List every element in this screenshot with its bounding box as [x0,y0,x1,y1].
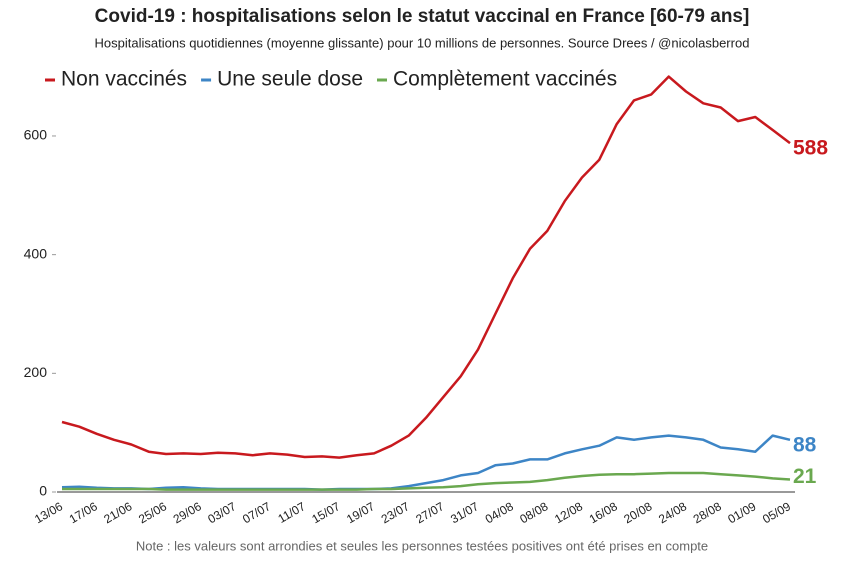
x-tick-label: 21/06 [101,499,134,526]
legend-label: Non vaccinés [61,68,187,91]
x-tick-label: 17/06 [67,499,100,526]
legend-label: Une seule dose [217,68,363,91]
x-tick-label: 25/06 [136,499,169,526]
x-tick-label: 03/07 [205,499,238,526]
y-tick-label: 200 [24,364,48,380]
y-tick-label: 600 [24,127,48,143]
x-tick-label: 16/08 [587,499,620,526]
y-tick-label: 0 [39,483,47,499]
x-tick-label: 13/06 [32,499,65,526]
series-line [61,75,791,459]
x-tick-label: 08/08 [517,499,550,526]
chart-note: Note : les valeurs sont arrondies et seu… [136,538,708,553]
x-tick-label: 31/07 [448,499,481,526]
x-tick-label: 23/07 [379,499,412,526]
series-line [62,471,791,491]
series-line [61,434,791,491]
x-tick-label: 24/08 [656,499,689,526]
x-tick-label: 20/08 [621,499,654,526]
x-tick-label: 11/07 [276,499,309,526]
x-tick-label: 05/09 [760,499,793,526]
legend-label: Complètement vaccinés [393,68,617,91]
chart-title: Covid-19 : hospitalisations selon le sta… [95,6,750,27]
x-tick-label: 01/09 [725,499,758,526]
end-label: 88 [793,433,817,456]
x-tick-label: 15/07 [309,499,342,526]
y-tick-label: 400 [24,245,48,261]
x-tick-label: 19/07 [344,499,377,526]
x-tick-label: 28/08 [691,499,724,526]
x-tick-label: 12/08 [552,499,585,526]
x-tick-label: 27/07 [413,499,446,526]
end-label: 21 [793,465,817,488]
x-tick-label: 29/06 [171,499,204,526]
x-tick-label: 07/07 [240,499,273,526]
end-label: 588 [793,137,828,160]
x-tick-label: 04/08 [483,499,516,526]
chart-subtitle: Hospitalisations quotidiennes (moyenne g… [95,35,750,50]
